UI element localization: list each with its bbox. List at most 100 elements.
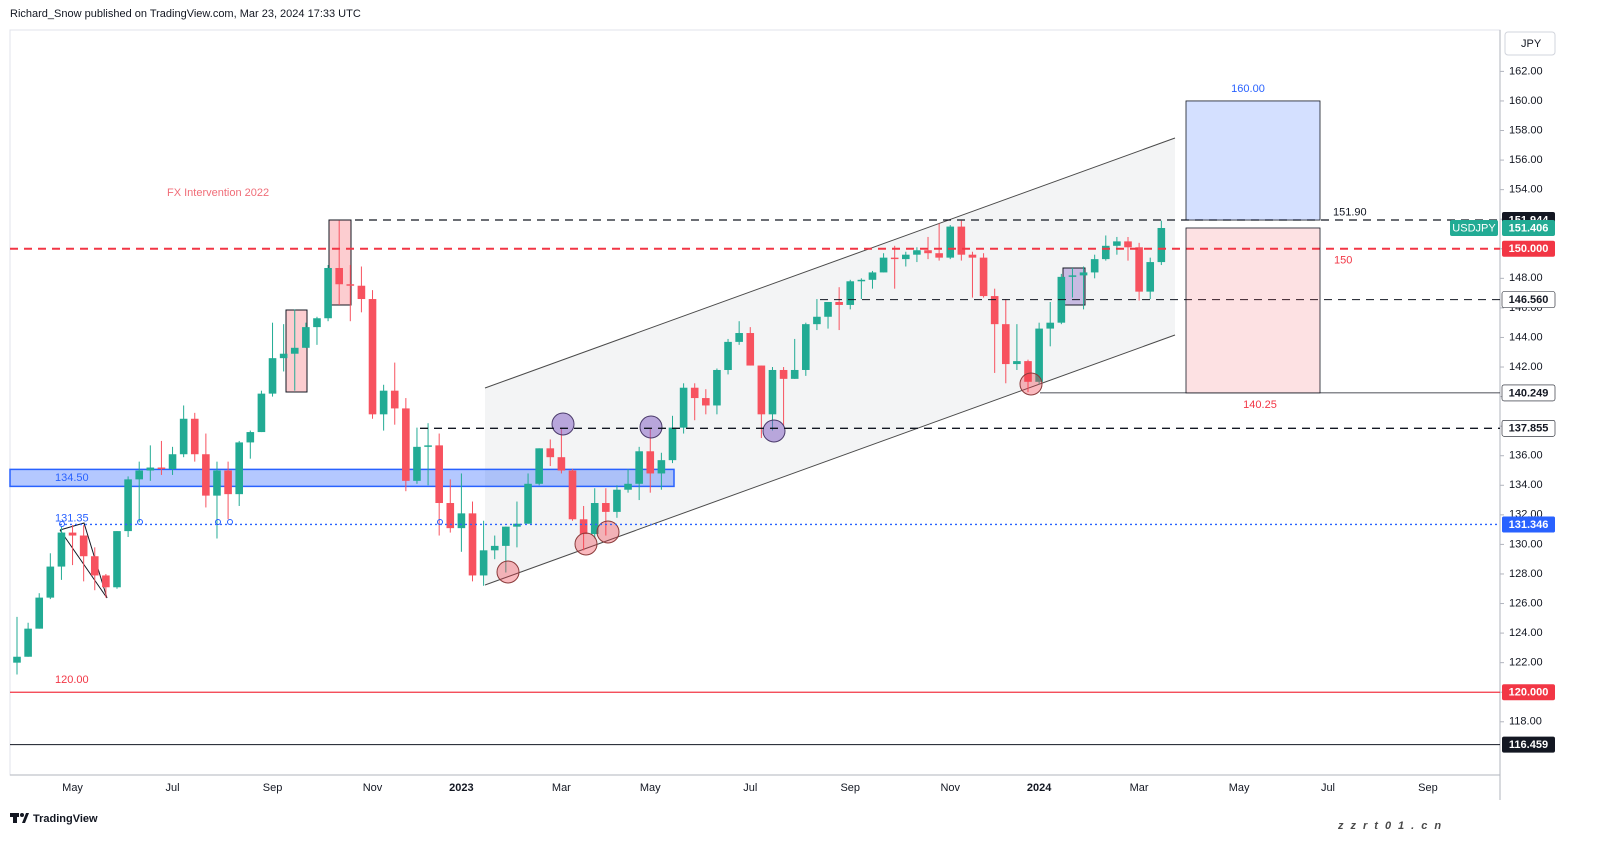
candle-body — [457, 513, 466, 529]
candle-body — [968, 254, 977, 258]
candle-body — [424, 445, 432, 447]
candle-body — [502, 526, 510, 546]
candle-body — [202, 454, 210, 496]
candle-body — [924, 250, 932, 254]
touch-marker — [1019, 372, 1043, 396]
pivot-marker — [227, 519, 233, 525]
candle-body — [302, 327, 310, 348]
level-price-label-box — [1501, 291, 1556, 308]
annotation-resistance: 151.90 — [1333, 207, 1367, 219]
x-tick-label: 2024 — [1027, 782, 1052, 794]
y-tick-label: 134.00 — [1509, 479, 1543, 491]
candle-body — [879, 257, 888, 273]
candle-body — [402, 408, 410, 481]
candle-body — [368, 299, 377, 415]
target-box-up — [1185, 100, 1321, 221]
y-tick-label: 156.00 — [1509, 154, 1543, 166]
x-tick-label: 2023 — [449, 782, 473, 794]
candle-body — [713, 369, 721, 406]
header: Richard_Snow published on TradingView.co… — [10, 8, 361, 20]
candle-body — [802, 324, 810, 370]
touch-marker — [762, 419, 786, 443]
y-tick-label: 162.00 — [1509, 65, 1543, 77]
candle-body — [46, 566, 55, 598]
currency: JPY — [1521, 38, 1542, 50]
candle-body — [213, 470, 221, 496]
candle-body — [324, 267, 332, 319]
y-tick-label: 148.00 — [1509, 272, 1543, 284]
x-tick-label: Mar — [552, 782, 571, 794]
level-price-label-box — [1501, 419, 1556, 437]
candle-body — [124, 479, 132, 532]
candle-body — [1068, 275, 1077, 277]
x-tick-label: Jul — [743, 782, 757, 794]
candle-body — [690, 387, 699, 399]
level-price-label: 120.000 — [1509, 687, 1549, 699]
x-tick-label: Sep — [263, 782, 283, 794]
candle-body — [357, 285, 366, 300]
y-tick-label: 136.00 — [1509, 450, 1543, 462]
candle-body — [35, 597, 44, 629]
candle-body — [757, 365, 766, 415]
touch-marker — [596, 520, 620, 544]
candle-body — [635, 451, 643, 484]
candle-body — [1024, 361, 1032, 382]
candle-body — [246, 432, 255, 443]
candle-body — [1124, 241, 1132, 248]
candle-body — [379, 390, 388, 415]
candle-body — [702, 398, 710, 406]
candle-body — [168, 454, 177, 470]
candle-body — [668, 427, 677, 461]
candle-body — [1079, 272, 1088, 276]
x-tick-label: May — [1229, 782, 1250, 794]
candle-body — [24, 628, 32, 657]
candle-body — [890, 257, 899, 260]
candle-body — [90, 556, 99, 576]
level-price-label: 131.346 — [1509, 519, 1549, 531]
y-tick-label: 122.00 — [1509, 657, 1543, 669]
y-tick-label: 158.00 — [1509, 124, 1543, 136]
candle-body — [946, 226, 955, 258]
touch-marker — [496, 560, 520, 584]
pivot-marker — [437, 519, 443, 525]
candle-body — [479, 550, 488, 576]
target-box-down — [1185, 227, 1321, 394]
y-tick-label: 118.00 — [1509, 716, 1542, 728]
candle-body — [857, 279, 866, 282]
candle-body — [724, 341, 732, 370]
candle-body — [224, 470, 232, 495]
candle-body — [646, 451, 655, 474]
currency-box[interactable] — [1504, 31, 1556, 56]
touch-marker — [574, 532, 598, 556]
x-tick-label: May — [62, 782, 83, 794]
touch-marker — [639, 415, 663, 439]
candle-body — [1090, 259, 1099, 273]
level-price-label: 146.560 — [1509, 294, 1549, 306]
annotation-title: FX Intervention 2022 — [167, 187, 269, 199]
level-price-label: 140.249 — [1509, 387, 1549, 399]
candle-body — [1035, 328, 1043, 382]
x-tick-label: Jul — [1321, 782, 1335, 794]
pivot-marker — [215, 519, 221, 525]
symbol-label: USDJPY — [1452, 222, 1496, 234]
candle-body — [546, 448, 555, 458]
level-price-label-box — [1501, 384, 1556, 402]
candle-body — [279, 353, 288, 359]
x-tick-label: Jul — [166, 782, 180, 794]
candle-body — [13, 656, 21, 663]
annotation-support: 131.35 — [55, 512, 89, 524]
level-price-label-box — [1502, 736, 1555, 753]
candle-body — [435, 445, 443, 504]
candle-body — [768, 369, 777, 415]
annotation-zone: 134.50 — [55, 472, 89, 484]
candle-body — [1157, 227, 1166, 263]
candle-body — [935, 253, 943, 258]
candle-body — [790, 369, 799, 379]
level-price-label: 116.459 — [1509, 739, 1548, 751]
candle-body — [490, 545, 499, 551]
candle-body — [746, 333, 755, 366]
front-layer: 118.00 120.00 122.00 124.00 126.00 128.00 130.… — [10, 65, 1556, 794]
candle-body — [390, 390, 399, 409]
level-price-label-box — [1502, 684, 1555, 701]
pivot-marker — [59, 521, 65, 527]
